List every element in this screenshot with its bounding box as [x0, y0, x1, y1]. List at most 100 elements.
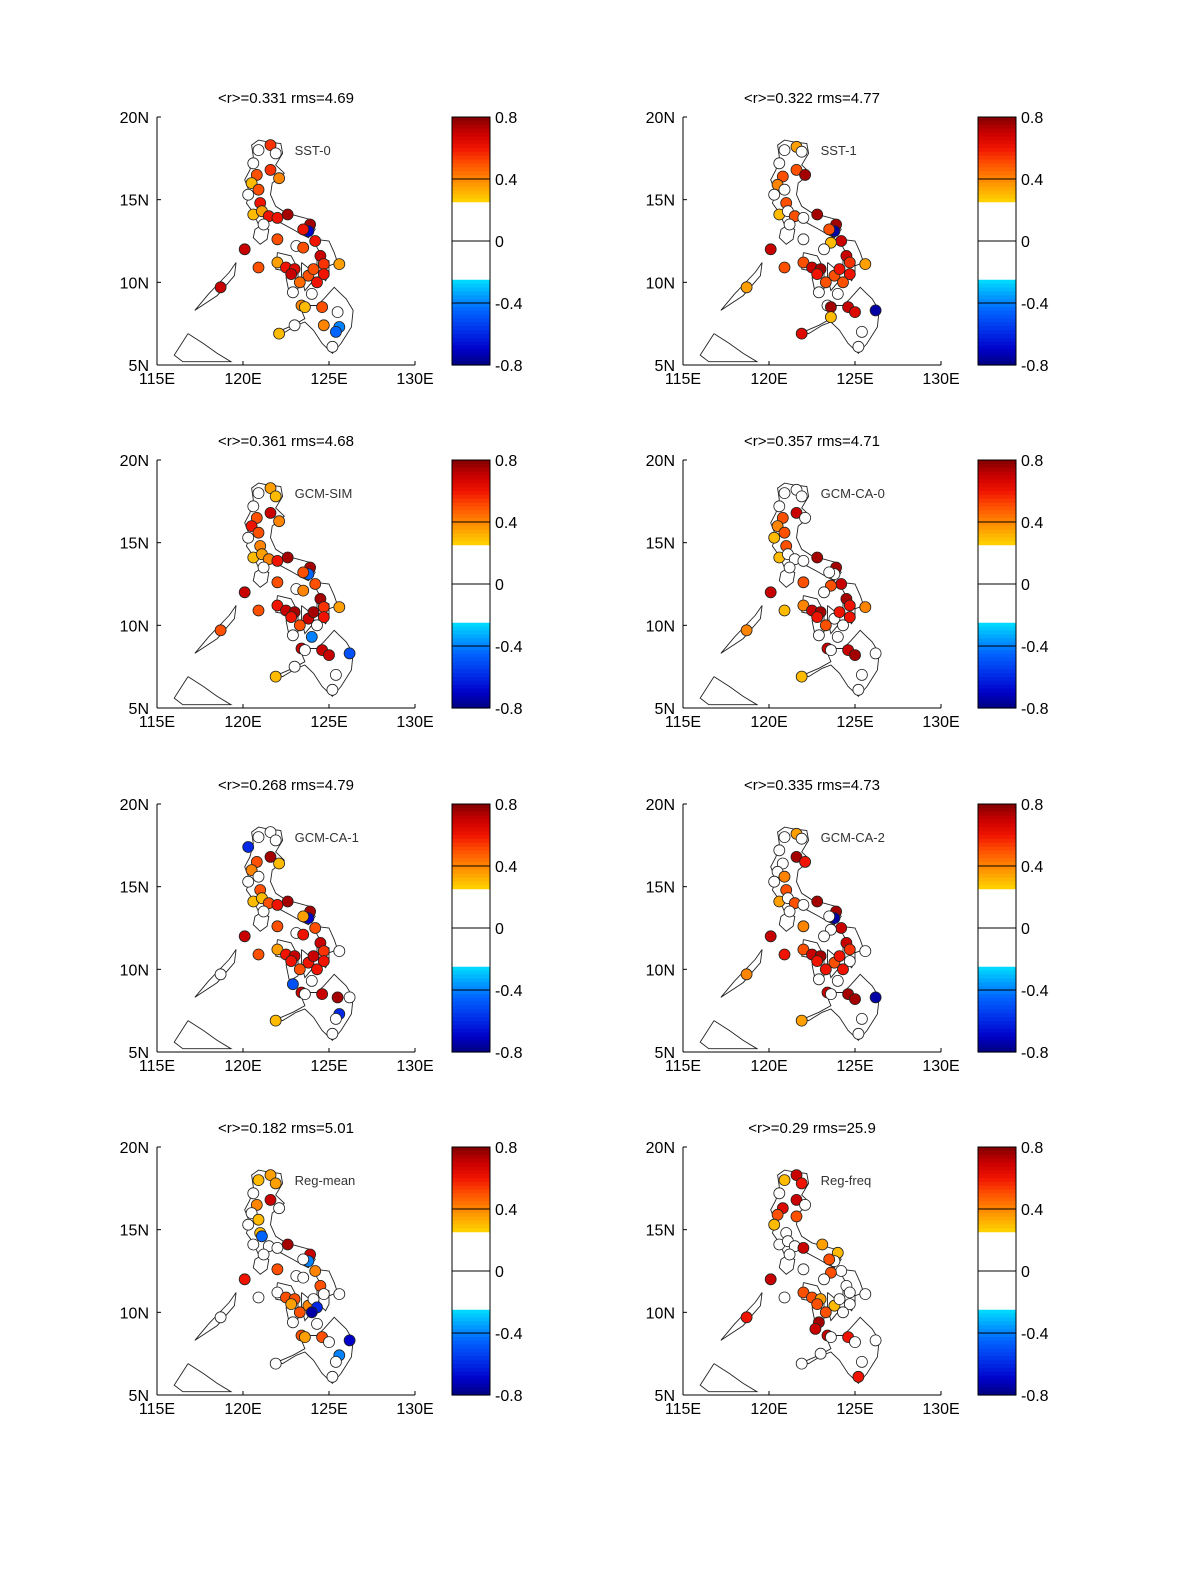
colorbar-band	[452, 494, 490, 500]
station-marker	[326, 1370, 339, 1383]
colorbar-band	[978, 1294, 1016, 1299]
colorbar-band	[978, 132, 1016, 137]
station-marker	[307, 950, 320, 962]
colorbar-band	[978, 1013, 1016, 1018]
colorbar-band	[978, 646, 1016, 651]
colorbar-band	[452, 275, 490, 281]
colorbar-band	[978, 576, 1016, 581]
colorbar-band	[978, 1036, 1016, 1041]
station-marker	[799, 856, 811, 868]
colorbar-band	[978, 862, 1016, 867]
colorbar-band	[978, 1352, 1016, 1357]
station-marker	[813, 286, 825, 299]
station-marker	[849, 306, 861, 319]
station-marker	[269, 1357, 282, 1370]
colorbar-band	[452, 838, 490, 844]
colorbar-band	[452, 357, 490, 362]
colorbar-band	[452, 1166, 490, 1171]
station-marker	[273, 1202, 286, 1215]
colorbar-band	[452, 912, 490, 917]
colorbar-band	[452, 1228, 490, 1233]
x-tick-label: 120E	[224, 371, 261, 388]
colorbar-band	[452, 1321, 490, 1326]
x-tick-label: 120E	[750, 371, 787, 388]
station-marker	[843, 955, 856, 967]
colorbar-band	[978, 1040, 1016, 1045]
x-tick-label: 115E	[665, 1401, 701, 1418]
colorbar-band	[978, 1251, 1016, 1257]
coastline	[314, 925, 339, 954]
colorbar-band	[978, 1048, 1016, 1053]
x-tick-label: 125E	[310, 1401, 347, 1418]
colorbar-band	[978, 279, 1016, 285]
colorbar-band	[978, 1017, 1016, 1022]
colorbar-band	[452, 553, 490, 558]
station-marker	[269, 147, 282, 160]
panel-title: <r>=0.361 rms=4.68	[218, 433, 354, 450]
colorbar-band	[452, 1360, 490, 1365]
colorbar-band	[452, 549, 490, 554]
station-marker	[768, 531, 781, 544]
station-marker	[825, 311, 837, 324]
colorbar-band	[978, 1178, 1016, 1183]
colorbar-band	[452, 1271, 490, 1276]
station-marker	[252, 1213, 265, 1226]
panel-title: <r>=0.322 rms=4.77	[744, 90, 880, 107]
colorbar-band	[452, 1189, 490, 1195]
colorbar-band	[452, 657, 490, 663]
colorbar-band	[978, 622, 1016, 628]
colorbar-band	[978, 1259, 1016, 1264]
colorbar-band	[452, 943, 490, 948]
colorbar-band	[452, 1158, 490, 1164]
colorbar-band	[452, 1147, 490, 1152]
colorbar-band	[452, 630, 490, 635]
y-tick-label: 20N	[646, 797, 675, 814]
colorbar-band	[452, 928, 490, 933]
colorbar-band	[452, 1356, 490, 1361]
colorbar-band	[452, 951, 490, 956]
station-marker	[309, 578, 322, 590]
station-marker	[797, 920, 810, 933]
station-marker	[264, 851, 277, 863]
station-marker	[271, 899, 284, 911]
colorbar-band	[978, 463, 1016, 469]
colorbar-band	[978, 665, 1016, 670]
station-marker	[849, 1336, 861, 1348]
colorbar-band	[452, 140, 490, 145]
station-marker	[252, 144, 265, 157]
colorbar-band	[978, 842, 1016, 848]
colorbar-band	[978, 545, 1016, 550]
colorbar-band	[452, 144, 490, 149]
x-tick-label: 125E	[836, 1401, 873, 1418]
colorbar-band	[452, 634, 490, 639]
colorbar-band	[978, 904, 1016, 910]
x-tick-label: 130E	[922, 1401, 959, 1418]
colorbar-band	[978, 1247, 1016, 1253]
colorbar-band	[452, 314, 490, 320]
colorbar-band	[452, 1028, 490, 1034]
colorbar-band	[452, 498, 490, 504]
colorbar-band	[978, 283, 1016, 289]
colorbar-band	[452, 908, 490, 914]
colorbar-band	[452, 268, 490, 273]
colorbar-band	[978, 1189, 1016, 1195]
colorbar-band	[452, 1259, 490, 1264]
colorbar-tick-label: 0.8	[495, 797, 517, 814]
colorbar-band	[978, 1162, 1016, 1167]
colorbar-band	[978, 1298, 1016, 1303]
station-marker	[831, 287, 844, 300]
colorbar-band	[452, 568, 490, 573]
station-marker	[837, 276, 849, 289]
station-marker	[333, 601, 346, 613]
colorbar-band	[452, 244, 490, 250]
colorbar-band	[978, 483, 1016, 488]
colorbar-band	[452, 264, 490, 269]
colorbar-band	[978, 869, 1016, 875]
colorbar-band	[452, 970, 490, 976]
station-marker	[869, 1334, 882, 1347]
colorbar-tick-label: -0.8	[1021, 358, 1049, 375]
colorbar-tick-label: -0.8	[1021, 1045, 1049, 1062]
station-marker	[833, 606, 846, 618]
colorbar-band	[452, 1236, 490, 1241]
station-marker	[293, 963, 306, 976]
